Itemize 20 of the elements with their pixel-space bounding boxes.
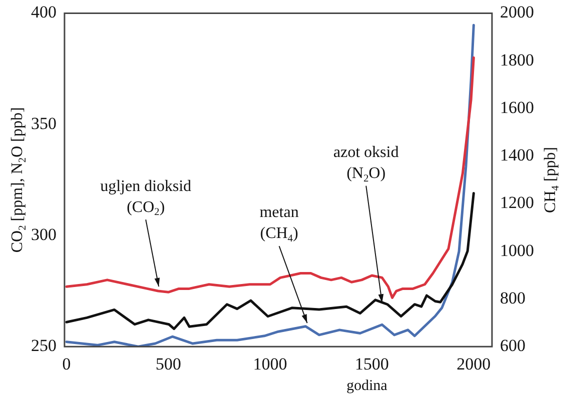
x-tick-label: 1000 [253,354,288,374]
y-tick-label: 400 [31,2,56,22]
y-tick-label: 350 [31,114,56,133]
y2-tick-label: 1000 [500,240,534,260]
y2-tick-label: 1200 [500,193,534,212]
y2-tick-label: 1400 [500,146,534,165]
x-tick-label: 1500 [354,354,389,374]
y2-tick-label: 600 [500,336,526,356]
y-tick-label: 250 [31,336,56,356]
y2-tick-label: 800 [500,288,526,308]
x-tick-label: 2000 [456,354,491,374]
y-axis-title: CO2 [ppm], N2O [ppb] [9,107,29,253]
y2-tick-label: 2000 [500,2,534,22]
y2-tick-label: 1800 [500,50,534,70]
x-tick-label: 0 [62,354,71,374]
y2-tick-label: 1600 [500,98,534,117]
y-tick-label: 300 [31,224,56,244]
x-axis-title: godina [346,378,388,394]
x-tick-label: 500 [156,354,182,374]
y2-axis-title: CH4 [ppb] [542,146,562,213]
